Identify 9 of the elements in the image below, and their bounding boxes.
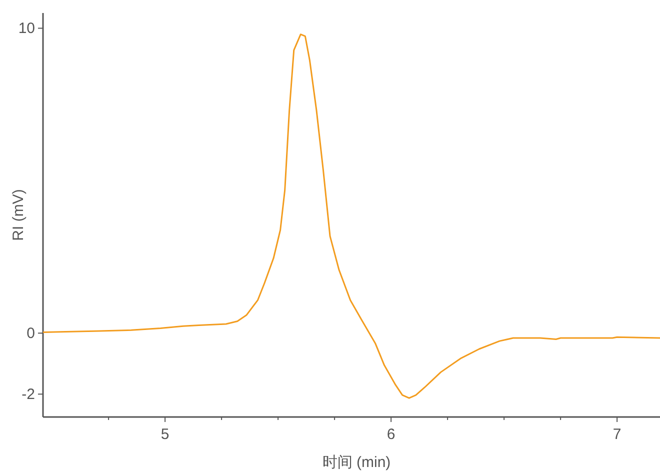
line-series — [42, 34, 660, 399]
y-tick-label: -2 — [22, 386, 35, 404]
x-tick-label: 5 — [160, 426, 170, 443]
y-axis-title: RI (mV) — [10, 189, 27, 241]
y-tick-label: 10 — [18, 20, 35, 38]
y-tick-label: 0 — [26, 325, 35, 342]
x-tick-label: 6 — [386, 426, 396, 443]
x-tick-label: 7 — [612, 426, 622, 443]
x-axis-title: 时间 (min) — [322, 454, 391, 471]
